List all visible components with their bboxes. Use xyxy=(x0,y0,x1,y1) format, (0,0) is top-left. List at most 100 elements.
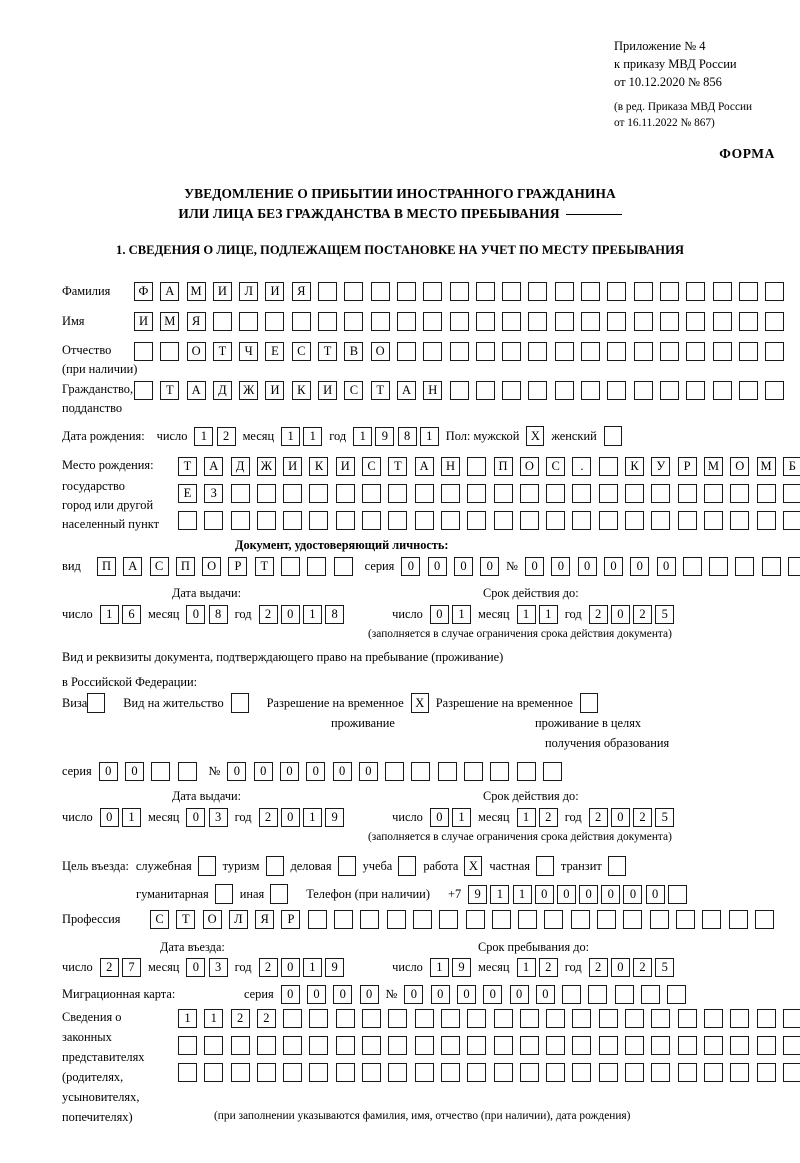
char-box[interactable] xyxy=(204,511,224,530)
char-box[interactable] xyxy=(598,1009,618,1028)
char-box[interactable]: 0 xyxy=(535,985,555,1004)
char-box[interactable]: 0 xyxy=(358,762,378,781)
char-box[interactable] xyxy=(396,312,416,331)
char-box[interactable] xyxy=(423,312,443,331)
sex-male-checkbox[interactable]: X xyxy=(526,426,545,446)
char-box[interactable] xyxy=(464,762,484,781)
char-box[interactable] xyxy=(782,1063,800,1082)
char-box[interactable]: С xyxy=(546,457,566,476)
char-box[interactable] xyxy=(703,1063,723,1082)
char-box[interactable]: 0 xyxy=(534,884,554,904)
char-box[interactable] xyxy=(730,1009,750,1028)
char-box[interactable] xyxy=(572,1009,592,1028)
char-box[interactable] xyxy=(597,910,617,929)
char-box[interactable]: 0 xyxy=(280,958,300,977)
char-box[interactable]: Р xyxy=(677,457,697,476)
char-box[interactable] xyxy=(686,312,706,331)
char-box[interactable] xyxy=(335,1009,355,1028)
char-box[interactable] xyxy=(730,1036,750,1055)
char-box[interactable] xyxy=(230,1063,250,1082)
char-box[interactable]: Е xyxy=(178,484,197,503)
char-box[interactable]: С xyxy=(150,910,169,929)
char-box[interactable]: 1 xyxy=(302,605,322,624)
char-box[interactable] xyxy=(307,910,327,929)
char-box[interactable] xyxy=(449,312,469,331)
char-box[interactable]: Л xyxy=(239,282,259,301)
char-box[interactable] xyxy=(362,1036,382,1055)
char-box[interactable] xyxy=(309,1009,329,1028)
char-box[interactable] xyxy=(449,342,469,361)
char-box[interactable] xyxy=(134,381,153,400)
char-box[interactable] xyxy=(625,1009,645,1028)
char-box[interactable] xyxy=(283,1036,303,1055)
char-box[interactable]: 1 xyxy=(512,884,532,904)
char-box[interactable]: 3 xyxy=(208,958,228,977)
char-box[interactable] xyxy=(362,484,382,503)
char-box[interactable] xyxy=(307,557,327,576)
char-box[interactable] xyxy=(502,282,522,301)
char-box[interactable]: 1 xyxy=(178,1009,197,1028)
char-box[interactable]: С xyxy=(149,557,169,576)
char-box[interactable]: О xyxy=(202,557,222,576)
char-box[interactable] xyxy=(659,381,679,400)
char-box[interactable] xyxy=(309,484,329,503)
char-box[interactable] xyxy=(318,282,338,301)
char-box[interactable] xyxy=(651,1063,671,1082)
char-box[interactable]: 0 xyxy=(429,808,449,827)
char-box[interactable] xyxy=(388,484,408,503)
char-box[interactable] xyxy=(414,511,434,530)
char-box[interactable]: 0 xyxy=(430,985,450,1004)
char-box[interactable] xyxy=(546,511,566,530)
char-box[interactable] xyxy=(651,1009,671,1028)
char-box[interactable]: 0 xyxy=(577,557,597,576)
char-box[interactable]: 0 xyxy=(556,884,576,904)
char-box[interactable]: Т xyxy=(178,457,197,476)
char-box[interactable]: Я xyxy=(291,282,311,301)
char-box[interactable] xyxy=(134,342,153,361)
char-box[interactable]: 0 xyxy=(610,808,630,827)
char-box[interactable]: С xyxy=(344,381,364,400)
residence-permit-checkbox[interactable] xyxy=(230,693,249,713)
char-box[interactable] xyxy=(388,1009,408,1028)
char-box[interactable]: 2 xyxy=(99,958,119,977)
char-box[interactable] xyxy=(519,1063,539,1082)
char-box[interactable] xyxy=(411,762,431,781)
char-box[interactable] xyxy=(370,282,390,301)
char-box[interactable] xyxy=(712,312,732,331)
char-box[interactable] xyxy=(651,511,671,530)
purpose-option-checkbox-работа[interactable]: X xyxy=(464,856,483,876)
char-box[interactable]: О xyxy=(730,457,750,476)
char-box[interactable]: А xyxy=(396,381,416,400)
char-box[interactable]: 2 xyxy=(633,958,652,977)
char-box[interactable] xyxy=(491,910,511,929)
char-box[interactable] xyxy=(782,484,800,503)
char-box[interactable] xyxy=(598,457,618,476)
char-box[interactable]: 2 xyxy=(216,426,236,446)
char-box[interactable]: 0 xyxy=(253,762,273,781)
char-box[interactable] xyxy=(414,1009,434,1028)
char-box[interactable] xyxy=(572,511,592,530)
char-box[interactable]: 0 xyxy=(227,762,247,781)
char-box[interactable] xyxy=(440,511,460,530)
char-box[interactable]: Р xyxy=(281,910,301,929)
char-box[interactable]: И xyxy=(283,457,303,476)
char-box[interactable]: 0 xyxy=(401,557,421,576)
char-box[interactable] xyxy=(178,1036,197,1055)
char-box[interactable]: 2 xyxy=(588,958,608,977)
char-box[interactable]: Н xyxy=(440,457,460,476)
char-box[interactable] xyxy=(440,1009,460,1028)
char-box[interactable] xyxy=(765,312,785,331)
char-box[interactable]: Т xyxy=(254,557,274,576)
visa-checkbox[interactable] xyxy=(87,693,106,713)
char-box[interactable]: 2 xyxy=(633,605,652,624)
char-box[interactable] xyxy=(151,762,171,781)
char-box[interactable] xyxy=(309,1063,329,1082)
char-box[interactable] xyxy=(423,282,443,301)
char-box[interactable]: В xyxy=(344,342,364,361)
char-box[interactable]: 0 xyxy=(551,557,571,576)
